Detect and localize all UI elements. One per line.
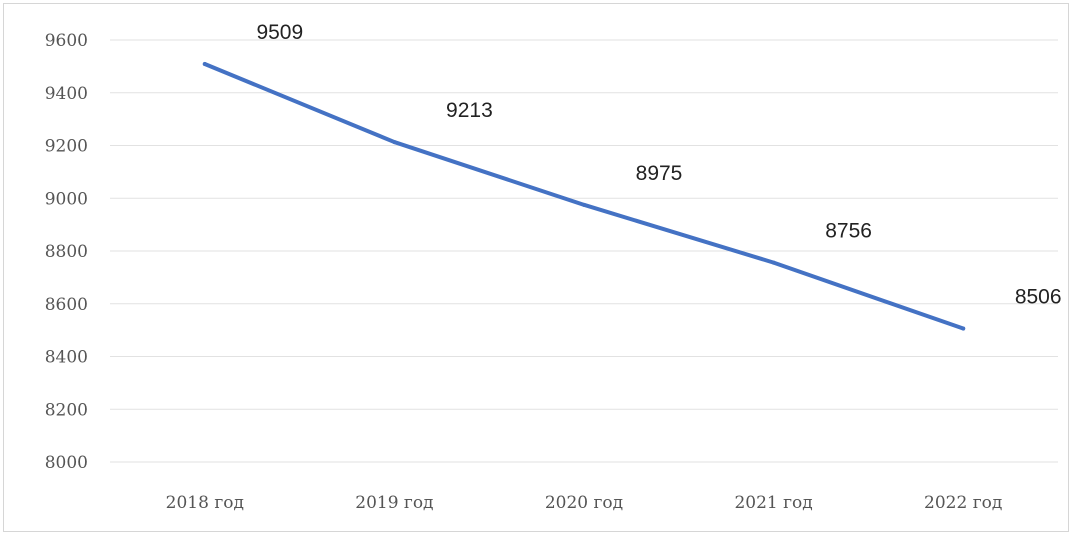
y-tick-label: 9000 [45,189,88,209]
x-tick-label: 2019 год [355,493,433,513]
data-label: 9213 [446,99,493,122]
data-point [961,326,966,331]
data-point [392,140,397,145]
data-label: 8506 [1015,286,1062,309]
x-axis-ticks: 2018 год 2019 год 2020 год 2021 год 2022 год [166,493,1003,513]
x-tick-label: 2020 год [545,493,623,513]
y-tick-label: 8800 [45,242,88,262]
y-tick-label: 8600 [45,295,88,315]
series-line [202,62,966,331]
y-tick-label: 8400 [45,348,88,368]
y-tick-label: 9600 [45,31,88,51]
x-tick-label: 2022 год [924,493,1002,513]
data-point [771,260,776,265]
data-point [202,62,207,67]
chart-area [3,3,1069,532]
y-tick-label: 9200 [45,137,88,157]
data-label: 8756 [825,220,872,243]
x-tick-label: 2018 год [166,493,244,513]
gridlines [110,39,1058,463]
data-label: 8975 [636,162,683,185]
y-tick-label: 8000 [45,453,88,473]
data-labels: 9509 9213 8975 8756 8506 [256,21,1061,309]
data-point [582,202,586,207]
series-layer [202,62,966,331]
y-tick-label: 8200 [45,400,88,420]
y-axis-ticks: 8000 8200 8400 8600 8800 9000 9200 9400 9600 [45,31,88,473]
y-tick-label: 9400 [45,84,88,104]
x-tick-label: 2021 год [734,493,812,513]
data-label: 9509 [256,21,303,44]
